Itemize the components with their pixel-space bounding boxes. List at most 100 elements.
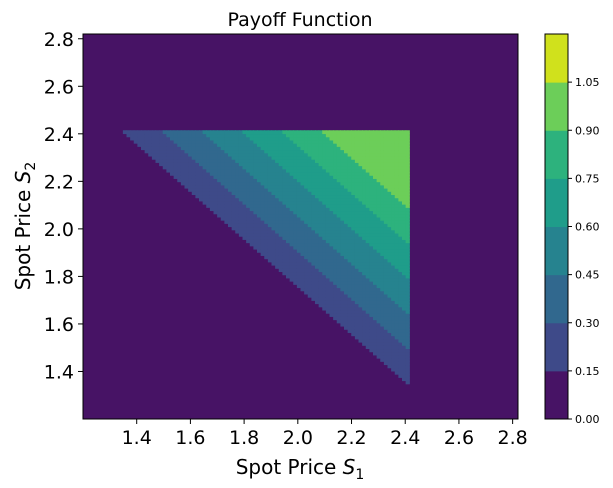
contour-cell	[271, 130, 276, 135]
contour-cell	[180, 152, 186, 157]
contour-cell	[246, 168, 251, 173]
contour-cell	[336, 184, 341, 189]
contour-cell	[336, 143, 341, 147]
contour-cell	[391, 149, 396, 154]
contour-cell	[307, 181, 312, 186]
contour-cell	[354, 277, 360, 282]
contour-cell	[238, 207, 244, 212]
contour-cell	[249, 155, 254, 160]
contour-cell	[315, 200, 320, 205]
contour-cell	[141, 146, 146, 151]
contour-cell	[311, 200, 316, 205]
contour-cell	[260, 133, 265, 138]
contour-cell	[253, 239, 258, 244]
contour-cell	[358, 329, 363, 333]
contour-cell	[224, 168, 229, 173]
x-axis-label: Spot Price S1	[236, 455, 365, 483]
contour-cell	[311, 168, 316, 173]
contour-cell	[398, 303, 403, 308]
contour-cell	[195, 188, 200, 192]
contour-cell	[394, 284, 399, 289]
contour-cell	[296, 188, 302, 192]
contour-cell	[275, 220, 280, 224]
contour-cell	[206, 152, 211, 157]
contour-cell	[380, 188, 385, 192]
contour-cell	[289, 191, 294, 196]
contour-cell	[253, 162, 258, 167]
contour-cell	[170, 162, 175, 167]
contour-cell	[344, 271, 349, 276]
contour-cell	[365, 184, 370, 189]
contour-cell	[267, 223, 273, 228]
contour-cell	[238, 191, 244, 196]
contour-cell	[347, 281, 352, 285]
contour-cell	[184, 162, 189, 167]
contour-cell	[383, 306, 389, 311]
contour-cell	[369, 162, 374, 167]
contour-cell	[249, 197, 254, 202]
contour-cell	[354, 200, 360, 205]
contour-cell	[333, 213, 338, 218]
contour-cell	[325, 204, 331, 208]
contour-cell	[405, 313, 410, 317]
contour-cell	[347, 181, 352, 186]
contour-cell	[278, 146, 283, 151]
contour-cell	[405, 361, 410, 366]
contour-cell	[191, 139, 196, 144]
contour-cell	[380, 207, 385, 212]
contour-cell	[235, 207, 240, 212]
contour-cell	[336, 277, 341, 282]
contour-cell	[188, 184, 193, 189]
contour-cell	[336, 152, 341, 157]
contour-cell	[260, 188, 265, 192]
contour-cell	[376, 191, 381, 196]
contour-cell	[402, 248, 407, 253]
contour-cell	[333, 232, 338, 237]
contour-cell	[213, 197, 218, 202]
contour-cell	[405, 220, 410, 224]
contour-cell	[199, 168, 204, 173]
contour-cell	[365, 268, 370, 273]
contour-cell	[155, 155, 160, 160]
contour-cell	[260, 232, 265, 237]
contour-cell	[394, 351, 399, 356]
contour-cell	[365, 245, 370, 250]
contour-cell	[329, 268, 334, 273]
contour-cell	[347, 213, 352, 218]
contour-cell	[369, 165, 374, 170]
contour-cell	[336, 281, 341, 285]
contour-cell	[296, 178, 302, 183]
contour-cell	[188, 188, 193, 192]
contour-cell	[380, 303, 385, 308]
contour-cell	[351, 200, 356, 205]
contour-cell	[213, 162, 218, 167]
contour-cell	[257, 171, 262, 176]
contour-cell	[376, 155, 381, 160]
contour-cell	[228, 159, 233, 163]
contour-cell	[398, 354, 403, 359]
contour-cell	[340, 277, 345, 282]
contour-cell	[329, 207, 334, 212]
contour-cell	[275, 188, 280, 192]
contour-cell	[224, 197, 229, 202]
contour-cell	[336, 313, 341, 317]
contour-cell	[191, 159, 196, 163]
contour-cell	[325, 210, 331, 215]
contour-cell	[398, 245, 403, 250]
contour-cell	[246, 229, 251, 234]
contour-cell	[358, 216, 363, 221]
contour-cell	[344, 313, 349, 317]
colorbar-tick-label: 0.45	[575, 269, 600, 282]
contour-cell	[184, 184, 189, 189]
contour-cell	[358, 232, 363, 237]
contour-cell	[336, 265, 341, 269]
contour-cell	[369, 290, 374, 295]
contour-cell	[220, 136, 225, 141]
contour-cell	[166, 162, 171, 167]
contour-cell	[304, 175, 309, 179]
contour-cell	[213, 204, 218, 208]
contour-cell	[347, 149, 352, 154]
contour-cell	[380, 306, 385, 311]
contour-cell	[282, 232, 287, 237]
